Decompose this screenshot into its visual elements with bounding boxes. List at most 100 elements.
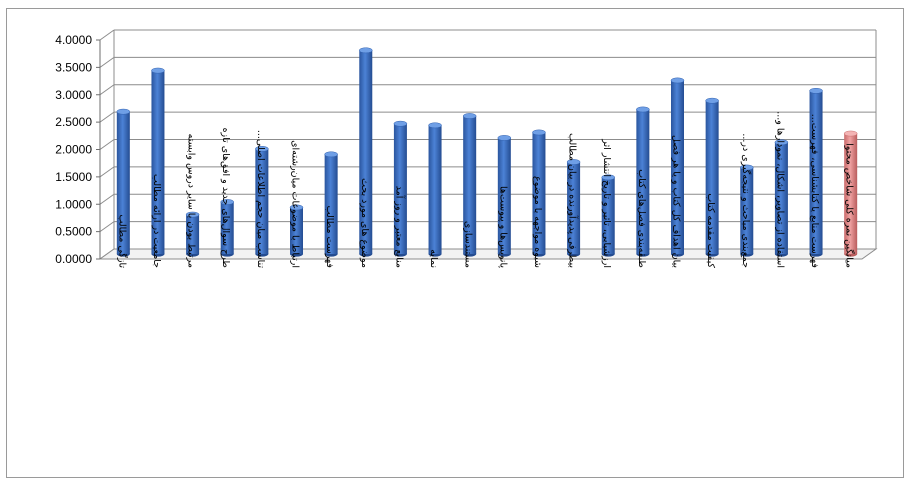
gridline-depth (99, 193, 115, 205)
bar-body (809, 90, 823, 254)
bar (289, 204, 304, 257)
y-tick-label: 0.5000 (55, 225, 92, 239)
bar (705, 97, 719, 257)
bar-body (497, 137, 511, 254)
bar-body (428, 125, 442, 255)
bar (359, 47, 373, 257)
bar (740, 164, 754, 257)
bar-top (740, 164, 754, 171)
bar-top (359, 47, 373, 54)
bar-top (601, 174, 615, 181)
bar (532, 129, 546, 257)
bar (116, 108, 131, 257)
bar-top (705, 97, 719, 104)
x-category-label: طبقه‌بندی فصل‌های کتاب (636, 169, 647, 268)
bar-body (601, 177, 615, 254)
x-category-label: ارتباط با موضوعات میان‌رشته‌ای (290, 140, 301, 268)
x-category-label: بیطرفی پدیدآورنده در بیان مطالب (567, 133, 580, 268)
bar (255, 146, 269, 257)
gridline-depth (99, 111, 115, 123)
bar-body (532, 132, 546, 254)
bar-body (774, 142, 788, 254)
x-category-label: مرتبط بودن با سایر دروس وابسته (186, 134, 197, 268)
y-tick-label: 3.0000 (55, 88, 92, 102)
y-tick-label: 0.0000 (55, 252, 92, 266)
bar-top (324, 151, 338, 158)
x-category-label: شیوه مواجهه با موضوع (532, 176, 543, 268)
y-tick-label: 1.5000 (55, 170, 92, 184)
bar-top (393, 120, 408, 127)
gridline-depth (99, 166, 115, 178)
bar (185, 211, 200, 257)
bar (220, 199, 234, 257)
bar (636, 106, 650, 257)
bar (428, 122, 442, 257)
bar-body (844, 133, 858, 254)
gridline-depth (99, 84, 115, 96)
x-category-label: موضوع های مورد بحث (359, 178, 370, 268)
bar-top (809, 87, 823, 94)
labels: 0.0000 0.5000 1.0000 1.5000 2.0000 2.5000 3.00… (55, 33, 855, 268)
gridline-depth (99, 221, 115, 233)
bars (116, 47, 858, 257)
bar-body (290, 207, 303, 254)
bar-top (428, 122, 442, 129)
bar-top (532, 129, 546, 136)
y-tick-label: 2.5000 (55, 115, 92, 129)
x-category-label: جمع‌بندی مباحث و نتیجه‌گیری در... (740, 133, 752, 268)
x-category-label: نمایه (428, 249, 439, 268)
bar (809, 87, 823, 257)
bar-top (151, 67, 165, 74)
x-category-label: تناسب میان حجم اطلاعات اصلی... (255, 130, 266, 268)
bar (393, 120, 408, 257)
bar-body (740, 167, 754, 254)
bar-top (566, 159, 581, 165)
bar (843, 130, 858, 257)
bar (324, 151, 338, 257)
x-category-label: جامعیت در ارائه مطالب (151, 174, 162, 268)
gridline-depth (99, 29, 115, 41)
x-category-label: کیفیت مقدمه کتاب (705, 193, 716, 268)
bar-body (324, 154, 338, 254)
bar-body (186, 214, 200, 254)
bar-top (289, 204, 304, 211)
y-tick-label: 3.5000 (55, 60, 92, 74)
gridline-depth (99, 139, 115, 150)
bar-body (671, 80, 684, 254)
y-tick-label: 4.0000 (55, 33, 92, 47)
bar (497, 135, 512, 257)
x-category-label: تازگی مطالب (116, 214, 128, 268)
bar-top (670, 77, 685, 84)
bar (601, 174, 615, 257)
bar-top (636, 106, 650, 113)
bar-body (151, 70, 165, 255)
bar-top (116, 108, 131, 115)
bar-body (220, 201, 234, 254)
bar-body (393, 123, 407, 254)
bar (151, 67, 165, 257)
bar-body (116, 111, 130, 255)
bar-top (497, 135, 512, 141)
x-category-label: پانویس‌ها و پیوست‌ها (497, 186, 508, 268)
x-category-label: منابع معتبر و روز آمد (393, 186, 406, 268)
chart-floor (98, 248, 878, 260)
gridline-depth (99, 56, 115, 68)
x-category-label: استفاده از تصاویر، اشکال، نمودارها و... (774, 111, 785, 268)
y-tick-label: 2.0000 (55, 143, 92, 157)
gridlines (99, 29, 877, 260)
bar (462, 113, 477, 257)
x-category-label: فهرست مطالب (324, 206, 335, 268)
x-category-label: میانگین نمره کلی شاخص محتوا (844, 143, 856, 268)
bar-body (567, 162, 581, 254)
y-tick-label: 1.0000 (55, 197, 92, 211)
x-category-label: بیان اهداف کل کتاب و یا هر فصل (671, 135, 682, 268)
x-category-label: طرح سوال‌های جدید و افق‌های تازه (220, 128, 231, 268)
bar-body (359, 50, 373, 254)
bar-top (774, 139, 789, 146)
bar (566, 159, 581, 257)
x-category-label: ارزشیابی، تاثیر و تاریخ انتشار اثر (601, 138, 612, 268)
bar-body (463, 116, 477, 254)
bar (774, 139, 789, 257)
bar-top (462, 113, 477, 119)
